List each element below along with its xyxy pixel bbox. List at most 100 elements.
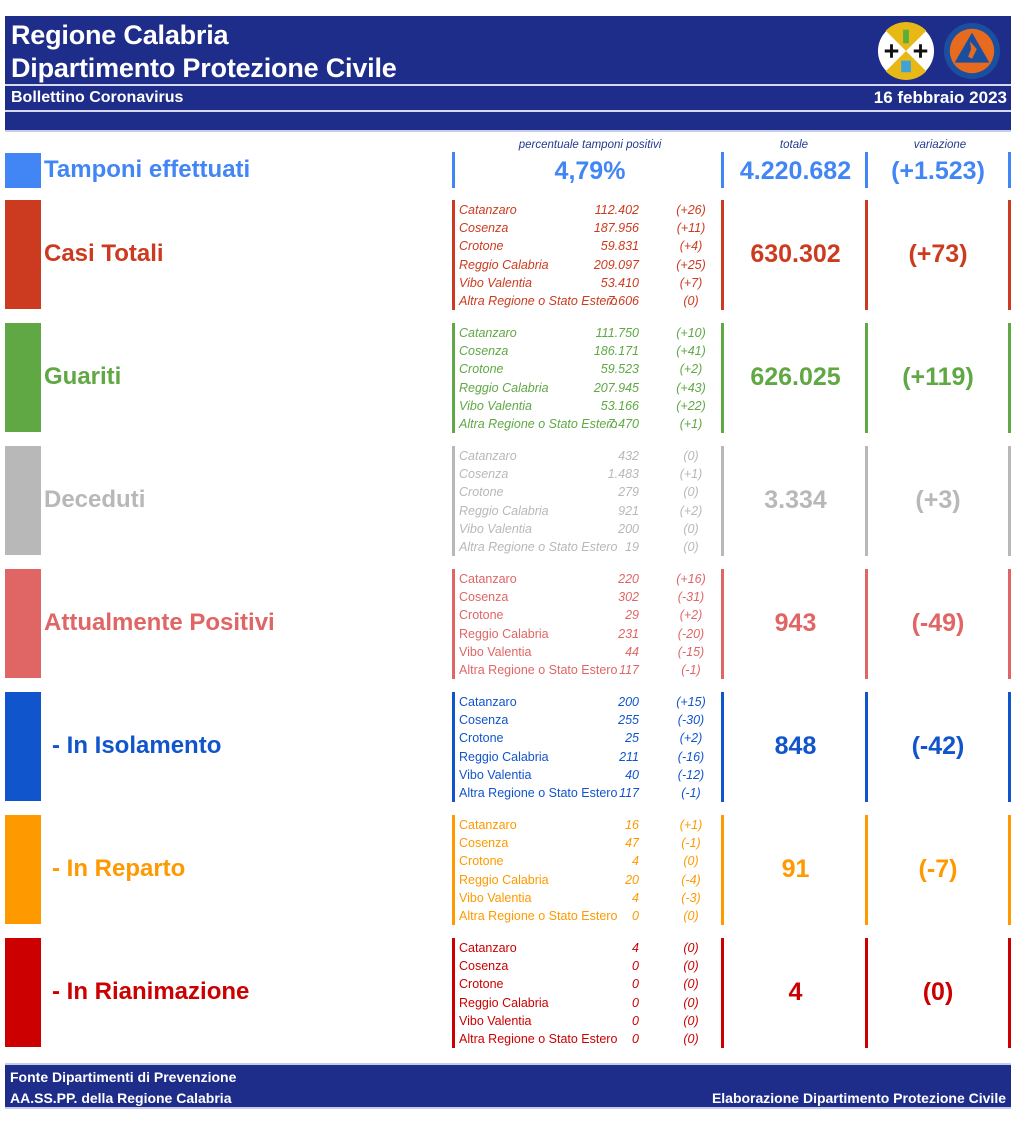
- district-value: 0: [632, 1032, 639, 1046]
- district-name: Reggio Calabria: [459, 257, 549, 272]
- district-value: 200: [618, 695, 639, 709]
- credit-line: Elaborazione Dipartimento Protezione Civ…: [711, 1090, 1006, 1106]
- district-value: 59.523: [600, 362, 639, 377]
- deceduti-variation: (+3): [915, 486, 961, 514]
- district-value: 4: [632, 854, 639, 869]
- district-name: Catanzaro: [459, 695, 517, 709]
- district-name: Crotone: [459, 731, 504, 746]
- district-delta: (0): [683, 977, 699, 992]
- section-guariti: Guariti Catanzaro 111.750 (+10) Cosenza …: [0, 323, 1024, 433]
- district-delta: (+2): [679, 503, 703, 518]
- district-delta: (-12): [677, 767, 705, 782]
- section-attualmente-positivi: Attualmente Positivi Catanzaro 220 (+16)…: [0, 569, 1024, 679]
- in-isolamento-label: - In Isolamento: [52, 732, 222, 759]
- district-name: Catanzaro: [459, 572, 517, 586]
- district-value: 59.831: [600, 239, 639, 254]
- district-value: 1.483: [607, 467, 639, 482]
- district-name: Reggio Calabria: [459, 626, 549, 641]
- district-name: Altra Regione o Stato Estero: [459, 540, 618, 554]
- district-delta: (-16): [677, 749, 705, 764]
- deceduti-swatch: [5, 446, 41, 555]
- district-delta: (0): [683, 1032, 699, 1046]
- district-value: 220: [618, 572, 639, 586]
- in-isolamento-total: 848: [774, 732, 817, 760]
- in-rianimazione-total: 4: [788, 978, 803, 1006]
- district-name: Altra Regione o Stato Estero: [459, 294, 618, 308]
- district-delta: (+26): [676, 203, 706, 217]
- district-value: 29: [625, 608, 639, 623]
- district-name: Catanzaro: [459, 203, 517, 217]
- attualmente-positivi-variation: (-49): [911, 609, 965, 637]
- district-delta: (+4): [679, 239, 703, 254]
- district-value: 432: [618, 449, 639, 463]
- district-value: 255: [618, 713, 639, 728]
- district-delta: (+22): [676, 398, 706, 413]
- district-delta: (0): [683, 1013, 699, 1028]
- guariti-district-list: Catanzaro 111.750 (+10) Cosenza 186.171 …: [459, 323, 719, 433]
- deceduti-total: 3.334: [764, 486, 827, 514]
- district-delta: (-1): [681, 663, 701, 677]
- district-name: Vibo Valentia: [459, 398, 532, 413]
- district-value: 53.166: [600, 398, 639, 413]
- district-name: Altra Regione o Stato Estero: [459, 1032, 618, 1046]
- pct-positive-value: 4,79%: [554, 157, 626, 185]
- tamponi-variation: (+1.523): [891, 157, 985, 185]
- district-delta: (+1): [679, 818, 703, 832]
- department-title: Dipartimento Protezione Civile: [11, 53, 397, 83]
- guariti-swatch: [5, 323, 41, 432]
- district-value: 200: [618, 521, 639, 536]
- regione-calabria-emblem-icon: [877, 22, 935, 80]
- district-delta: (+41): [676, 344, 706, 359]
- in-reparto-total: 91: [781, 855, 810, 883]
- district-value: 921: [618, 503, 639, 518]
- district-delta: (0): [683, 854, 699, 869]
- district-name: Reggio Calabria: [459, 995, 549, 1010]
- district-delta: (+2): [679, 362, 703, 377]
- district-value: 117: [619, 663, 639, 677]
- district-name: Crotone: [459, 485, 504, 500]
- district-name: Cosenza: [459, 713, 509, 728]
- district-value: 117: [619, 786, 639, 800]
- district-delta: (+43): [676, 380, 706, 395]
- district-delta: (+2): [679, 731, 703, 746]
- district-delta: (-30): [677, 713, 705, 728]
- header-banner: Regione Calabria Dipartimento Protezione…: [5, 16, 1011, 132]
- district-delta: (0): [683, 449, 699, 463]
- in-isolamento-swatch: [5, 692, 41, 801]
- in-reparto-district-list: Catanzaro 16 (+1) Cosenza 47 (-1) Croton…: [459, 815, 719, 925]
- district-value: 211: [619, 749, 639, 764]
- casi-totali-variation: (+73): [908, 240, 968, 268]
- district-delta: (+2): [679, 608, 703, 623]
- casi-totali-label: Casi Totali: [44, 240, 164, 267]
- district-value: 4: [632, 941, 639, 955]
- district-name: Cosenza: [459, 221, 509, 236]
- district-delta: (+10): [676, 326, 706, 340]
- district-value: 0: [632, 909, 639, 923]
- casi-totali-swatch: [5, 200, 41, 309]
- district-name: Cosenza: [459, 959, 509, 974]
- district-name: Reggio Calabria: [459, 872, 549, 887]
- district-name: Cosenza: [459, 590, 509, 605]
- district-name: Crotone: [459, 854, 504, 869]
- bulletin-date: 16 febbraio 2023: [873, 88, 1007, 107]
- district-value: 209.097: [593, 257, 639, 272]
- in-reparto-swatch: [5, 815, 41, 924]
- district-delta: (+25): [676, 257, 706, 272]
- guariti-label: Guariti: [44, 363, 122, 390]
- attualmente-positivi-total: 943: [774, 609, 817, 637]
- district-value: 4: [632, 890, 639, 905]
- district-value: 19: [625, 540, 639, 554]
- district-delta: (0): [683, 521, 699, 536]
- district-delta: (0): [683, 909, 699, 923]
- attualmente-positivi-swatch: [5, 569, 41, 678]
- district-name: Vibo Valentia: [459, 644, 532, 659]
- district-name: Vibo Valentia: [459, 1013, 532, 1028]
- district-value: 186.171: [593, 344, 639, 359]
- district-value: 111.750: [595, 326, 639, 340]
- district-delta: (-31): [677, 590, 705, 605]
- district-delta: (+15): [676, 695, 706, 709]
- district-value: 0: [632, 1013, 639, 1028]
- district-delta: (0): [683, 959, 699, 974]
- district-delta: (-1): [681, 786, 701, 800]
- district-name: Catanzaro: [459, 326, 517, 340]
